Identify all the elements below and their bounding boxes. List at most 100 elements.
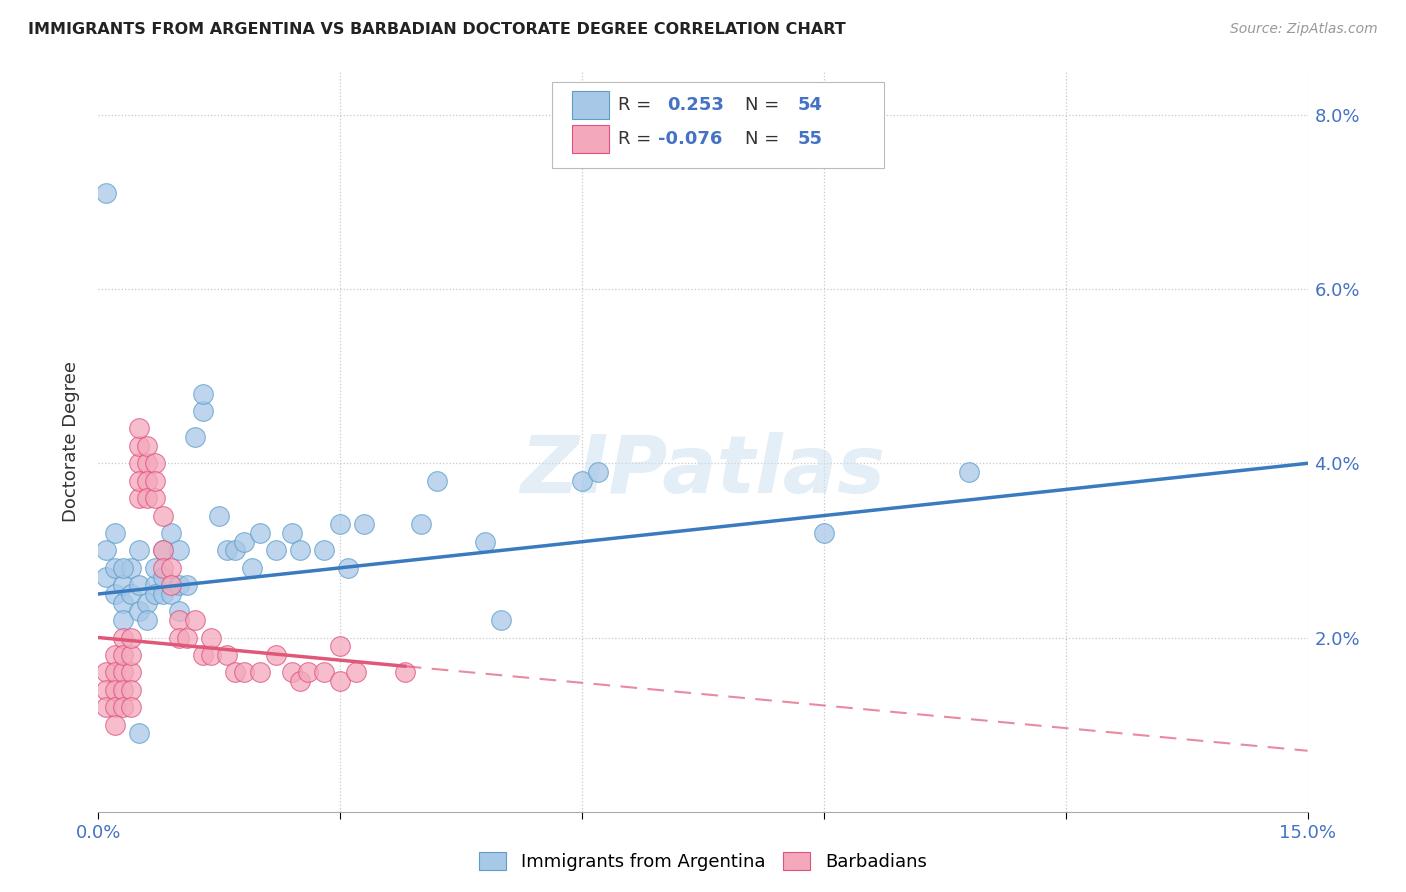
Point [135,456,157,470]
Point [224,543,246,558]
Point [120,561,142,575]
Point [103,665,125,680]
Point [120,648,142,662]
Text: R =: R = [619,129,658,148]
Point [176,578,198,592]
Point [217,543,239,558]
Point [128,474,150,488]
Point [96,543,118,558]
Point [167,631,190,645]
Point [128,491,150,505]
Point [135,439,157,453]
Point [135,474,157,488]
Point [96,700,118,714]
Point [329,674,352,689]
Point [297,665,319,680]
Point [217,648,239,662]
Point [208,508,231,523]
Point [314,665,336,680]
Point [957,465,980,479]
Point [96,569,118,583]
Point [128,604,150,618]
Point [344,665,367,680]
Text: N =: N = [745,96,779,114]
Point [120,587,142,601]
Text: ZIPatlas: ZIPatlas [520,432,886,510]
Point [111,648,134,662]
Point [394,665,416,680]
Point [329,639,352,653]
Point [288,674,311,689]
Point [474,534,496,549]
Point [128,726,150,740]
Point [167,613,190,627]
Point [249,665,271,680]
Point [128,421,150,435]
Point [103,587,125,601]
Point [193,386,215,401]
Text: -0.076: -0.076 [658,129,723,148]
Text: 0.253: 0.253 [666,96,724,114]
Point [120,682,142,697]
Point [160,561,183,575]
Point [200,648,222,662]
Point [184,613,207,627]
Point [329,517,352,532]
Point [135,596,157,610]
Point [426,474,449,488]
Point [176,631,198,645]
Point [111,578,134,592]
Point [184,430,207,444]
Point [111,682,134,697]
Text: IMMIGRANTS FROM ARGENTINA VS BARBADIAN DOCTORATE DEGREE CORRELATION CHART: IMMIGRANTS FROM ARGENTINA VS BARBADIAN D… [28,22,846,37]
Point [586,465,609,479]
Point [491,613,513,627]
Point [135,613,157,627]
Point [224,665,246,680]
Text: Source: ZipAtlas.com: Source: ZipAtlas.com [1230,22,1378,37]
Point [111,613,134,627]
Point [281,665,304,680]
Point [103,648,125,662]
Point [128,543,150,558]
Point [143,456,166,470]
Point [111,631,134,645]
FancyBboxPatch shape [572,125,609,153]
Point [160,587,183,601]
Point [240,561,263,575]
Point [128,578,150,592]
Point [120,631,142,645]
Point [571,474,593,488]
Point [337,561,360,575]
Text: N =: N = [745,129,779,148]
Point [152,543,174,558]
Point [193,404,215,418]
Point [232,534,254,549]
Point [152,543,174,558]
Text: 55: 55 [797,129,823,148]
Point [143,491,166,505]
Point [167,543,190,558]
Point [111,700,134,714]
Point [813,526,835,541]
Point [143,561,166,575]
Point [232,665,254,680]
Point [167,578,190,592]
Point [128,439,150,453]
Point [200,631,222,645]
Point [135,491,157,505]
Point [264,648,287,662]
Legend: Immigrants from Argentina, Barbadians: Immigrants from Argentina, Barbadians [472,845,934,879]
Point [143,587,166,601]
Point [96,665,118,680]
Point [103,717,125,731]
Point [111,596,134,610]
FancyBboxPatch shape [572,91,609,120]
Point [152,587,174,601]
Point [120,700,142,714]
Point [160,526,183,541]
Text: 54: 54 [797,96,823,114]
Text: R =: R = [619,96,658,114]
Point [128,456,150,470]
Point [249,526,271,541]
